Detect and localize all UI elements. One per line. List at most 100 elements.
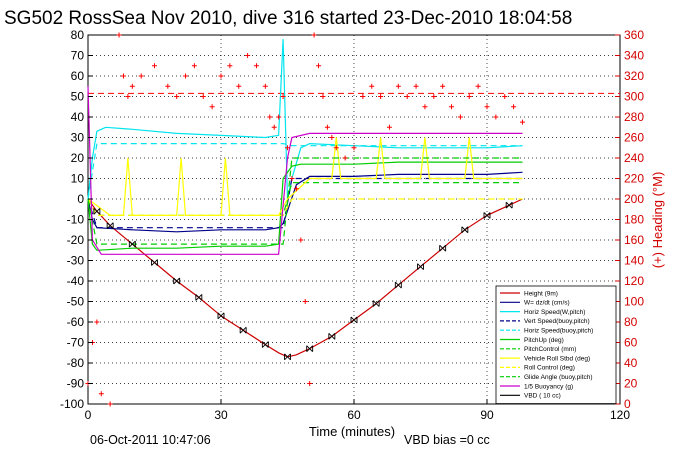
heading-marker — [107, 401, 113, 407]
heading-marker — [351, 145, 357, 151]
y-tick-label: -60 — [67, 315, 85, 329]
y-tick-label: -100 — [60, 397, 84, 411]
y-right-tick-label: 160 — [624, 233, 644, 247]
heading-marker — [94, 319, 100, 325]
heading-marker — [152, 63, 157, 69]
y-right-tick-label: 140 — [624, 254, 644, 268]
series-horiz-speed-buoy-pitch — [87, 143, 523, 200]
heading-marker — [280, 94, 286, 99]
heading-marker — [245, 53, 251, 58]
legend-label: 1/5 Buoyancy (g) — [524, 383, 573, 390]
y-tick-label: 40 — [71, 110, 85, 124]
y-tick-label: -10 — [67, 213, 85, 227]
y-tick-label: 30 — [71, 131, 85, 145]
vbd-marker — [173, 277, 181, 285]
y-tick-label: -20 — [67, 233, 85, 247]
footer-vbd-bias: VBD bias =0 cc — [404, 433, 490, 447]
y-tick-label: -30 — [67, 254, 85, 268]
heading-marker — [209, 104, 215, 110]
y-tick-label: 20 — [71, 151, 85, 165]
heading-marker — [253, 63, 259, 69]
y-axis-right: 0 20 40 60 80 100 120 140 160 180 200 220 240 260 280 3… — [615, 28, 644, 411]
heading-marker — [174, 94, 180, 99]
heading-marker — [262, 83, 268, 89]
heading-marker — [200, 94, 206, 99]
legend-label: Vert Speed(buoy,pitch) — [524, 318, 590, 325]
y-tick-label: 70 — [71, 49, 85, 63]
legend-label: Horiz Speed(W,pitch) — [524, 309, 585, 316]
series-height-9m — [87, 198, 523, 358]
x-tick-label: 120 — [610, 408, 630, 422]
vbd-marker — [128, 240, 136, 248]
vbd-marker — [439, 244, 447, 252]
y-right-tick-label: 120 — [624, 274, 644, 288]
heading-marker — [316, 63, 322, 69]
y-tick-label: -90 — [67, 377, 85, 391]
vbd-marker — [505, 201, 513, 209]
y-right-tick-label: 260 — [624, 131, 644, 145]
vbd-marker — [239, 326, 247, 334]
heading-marker — [271, 124, 277, 130]
heading-marker — [440, 83, 446, 89]
heading-marker — [320, 94, 326, 99]
heading-marker — [519, 119, 525, 125]
legend-label: Glide Angle (buoy,pitch) — [524, 374, 593, 381]
heading-marker — [457, 114, 463, 120]
legend-label: Vehicle Roll Stbd (deg) — [524, 355, 590, 362]
y-tick-label: -50 — [67, 295, 85, 309]
series-glide-angle-buoy-pitch — [87, 157, 523, 245]
vbd-marker — [217, 312, 225, 320]
y-right-tick-label: 20 — [624, 377, 638, 391]
y-tick-label: 10 — [71, 172, 85, 186]
vbd-marker — [151, 259, 158, 266]
legend: Height (9m) W= dz/dt (cm/s) Horiz Speed(W,… — [495, 285, 617, 404]
y-tick-label: 60 — [71, 69, 85, 83]
y-right-tick-label: 40 — [624, 356, 638, 370]
x-tick-label: 90 — [480, 408, 494, 422]
x-axis-label: Time (minutes) — [309, 424, 395, 439]
heading-marker — [493, 114, 499, 120]
x-tick-label: 0 — [85, 408, 92, 422]
legend-label: W= dz/dt (cm/s) — [524, 300, 570, 307]
x-tick-label: 30 — [214, 408, 228, 422]
y-right-tick-label: 60 — [624, 336, 638, 350]
heading-marker — [311, 32, 317, 38]
footer-date: 06-Oct-2011 10:47:06 — [90, 433, 211, 447]
y-right-tick-label: 360 — [624, 28, 644, 42]
vbd-marker — [195, 294, 203, 301]
plot-area — [85, 32, 621, 407]
heading-marker — [129, 83, 135, 89]
heading-marker — [404, 94, 410, 99]
heading-marker — [307, 381, 313, 386]
y-tick-label: 50 — [71, 90, 85, 104]
heading-marker — [191, 63, 197, 69]
heading-marker — [511, 104, 517, 110]
heading-marker — [484, 104, 490, 110]
legend-label: Height (9m) — [524, 290, 558, 297]
vbd-marker — [417, 263, 424, 270]
vbd-marker — [350, 316, 358, 324]
y-tick-label: -80 — [67, 356, 85, 370]
legend-label: Roll Control (deg) — [524, 365, 575, 372]
right-axis-label: (+) Heading (°M) — [650, 172, 665, 269]
heading-marker — [289, 176, 295, 181]
chart-title: SG502 RossSea Nov 2010, dive 316 started… — [4, 8, 572, 29]
heading-marker — [342, 155, 348, 161]
vbd-marker — [284, 353, 291, 361]
legend-label: Horiz Speed(buoy,pitch) — [524, 328, 593, 335]
y-right-tick-label: 240 — [624, 151, 644, 165]
vbd-marker — [394, 281, 402, 289]
heading-marker — [236, 83, 242, 89]
heading-marker — [502, 94, 508, 99]
heading-marker — [98, 391, 104, 397]
heading-marker — [298, 237, 304, 243]
vbd-marker — [93, 207, 101, 215]
series-1-5-buoyancy-g — [87, 86, 523, 255]
vbd-marker — [106, 222, 114, 229]
heading-marker — [395, 83, 401, 89]
heading-marker — [413, 83, 419, 89]
vbd-marker — [483, 212, 491, 219]
y-right-tick-label: 320 — [624, 69, 644, 83]
y-right-tick-label: 340 — [624, 49, 644, 63]
